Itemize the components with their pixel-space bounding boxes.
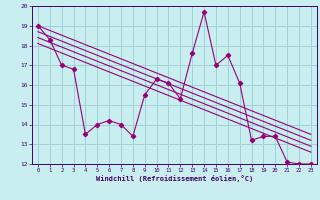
X-axis label: Windchill (Refroidissement éolien,°C): Windchill (Refroidissement éolien,°C) (96, 175, 253, 182)
